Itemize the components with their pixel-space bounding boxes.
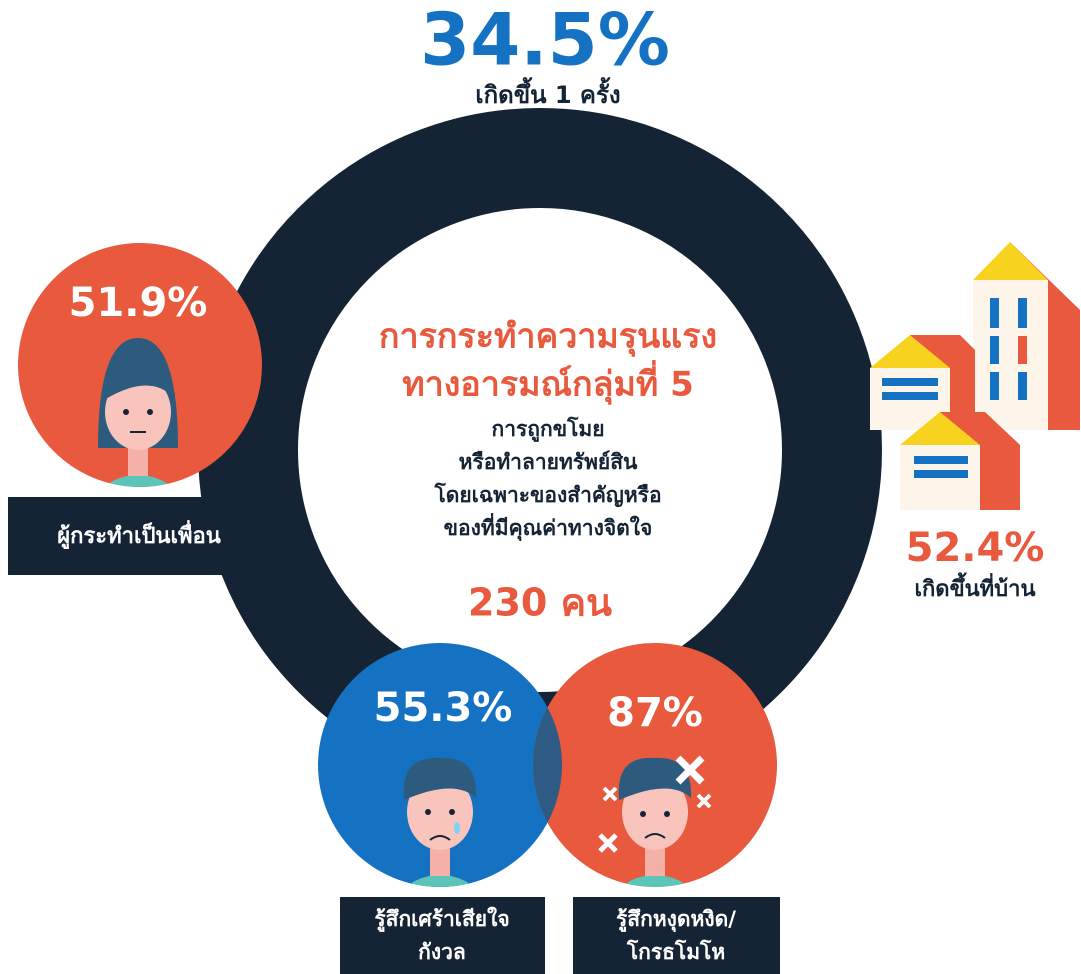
friend-value: 51.9% xyxy=(69,280,208,326)
center-title: ทางอารมณ์กลุ่มที่ 5 xyxy=(402,360,694,406)
center-desc: หรือทำลายทรัพย์สิน xyxy=(459,450,638,474)
friend-label: ผู้กระทำเป็นเพื่อน xyxy=(57,519,221,550)
friend-label-box xyxy=(8,497,270,575)
center-title: การกระทำความรุนแรง xyxy=(379,317,717,358)
friend-person xyxy=(88,338,188,487)
angry-label: รู้สึกหงุดหงิด/ xyxy=(616,907,736,933)
sad-person xyxy=(390,757,490,887)
sad-label: รู้สึกเศร้าเสียใจ xyxy=(374,906,509,933)
angry-label-box xyxy=(573,897,780,974)
buildings xyxy=(870,242,1080,510)
center-desc: การถูกขโมย xyxy=(492,416,605,443)
sad-label-box xyxy=(340,897,545,974)
sad-label: กังวล xyxy=(418,940,466,964)
sad-value: 55.3% xyxy=(374,685,513,731)
center-count: 230 คน xyxy=(468,581,612,625)
angry-value: 87% xyxy=(607,690,703,736)
center-desc: ของที่มีคุณค่าทางจิตใจ xyxy=(444,512,653,542)
top-label: เกิดขึ้น 1 ครั้ง xyxy=(475,76,620,109)
home-value: 52.4% xyxy=(906,525,1045,571)
center-desc: โดยเฉพาะของสำคัญหรือ xyxy=(433,482,661,508)
angry-person xyxy=(598,755,712,887)
angry-label: โกรธโมโห xyxy=(626,939,725,964)
home-label: เกิดขึ้นที่บ้าน xyxy=(914,572,1035,602)
top-value: 34.5% xyxy=(420,0,670,82)
